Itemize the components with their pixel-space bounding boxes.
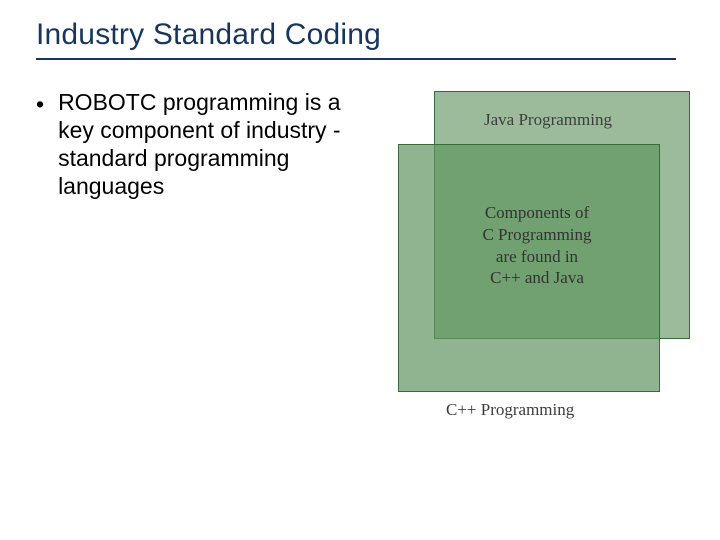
- content-area: • ROBOTC programming is a key component …: [36, 88, 684, 428]
- center-label-line: C++ and Java: [452, 267, 622, 289]
- center-label-line: Components of: [452, 202, 622, 224]
- bullet-column: • ROBOTC programming is a key component …: [36, 88, 366, 428]
- cpp-label: C++ Programming: [446, 400, 574, 420]
- center-label: Components of C Programming are found in…: [452, 202, 622, 289]
- bullet-dot-icon: •: [36, 88, 44, 200]
- slide: Industry Standard Coding • ROBOTC progra…: [0, 0, 720, 540]
- diagram: Java Programming Components of C Program…: [386, 88, 684, 428]
- center-label-line: C Programming: [452, 224, 622, 246]
- bullet-item: • ROBOTC programming is a key component …: [36, 88, 366, 200]
- title-rule: [36, 58, 676, 60]
- slide-title: Industry Standard Coding: [36, 18, 684, 52]
- center-label-line: are found in: [452, 246, 622, 268]
- java-label: Java Programming: [484, 110, 612, 130]
- bullet-text: ROBOTC programming is a key component of…: [58, 88, 366, 200]
